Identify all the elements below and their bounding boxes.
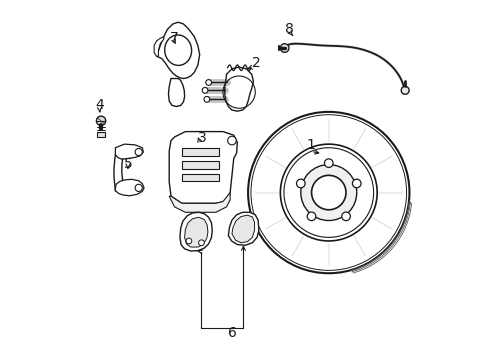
Circle shape bbox=[296, 179, 305, 188]
Circle shape bbox=[341, 212, 349, 221]
Circle shape bbox=[280, 44, 288, 52]
Circle shape bbox=[311, 175, 346, 210]
Circle shape bbox=[400, 86, 408, 94]
Polygon shape bbox=[115, 144, 143, 159]
Text: 6: 6 bbox=[227, 327, 236, 341]
Polygon shape bbox=[169, 193, 230, 212]
Polygon shape bbox=[228, 212, 258, 245]
Circle shape bbox=[135, 184, 142, 192]
Polygon shape bbox=[224, 67, 253, 111]
Polygon shape bbox=[231, 215, 254, 243]
Circle shape bbox=[198, 240, 204, 246]
Polygon shape bbox=[97, 132, 105, 137]
Polygon shape bbox=[115, 179, 144, 196]
Polygon shape bbox=[182, 148, 219, 156]
Polygon shape bbox=[182, 174, 219, 181]
Text: 8: 8 bbox=[285, 22, 293, 36]
Circle shape bbox=[227, 136, 236, 145]
Circle shape bbox=[202, 87, 207, 93]
Text: 1: 1 bbox=[306, 138, 315, 152]
Circle shape bbox=[300, 165, 356, 221]
Circle shape bbox=[352, 179, 360, 188]
Circle shape bbox=[96, 116, 105, 126]
Polygon shape bbox=[169, 132, 237, 203]
Text: 2: 2 bbox=[251, 56, 260, 70]
Text: 3: 3 bbox=[198, 131, 206, 145]
Text: 7: 7 bbox=[169, 31, 178, 45]
Text: 5: 5 bbox=[123, 157, 132, 171]
Polygon shape bbox=[154, 37, 163, 56]
Polygon shape bbox=[184, 217, 207, 247]
Polygon shape bbox=[180, 212, 212, 251]
Circle shape bbox=[324, 159, 332, 167]
Circle shape bbox=[205, 80, 211, 85]
Polygon shape bbox=[182, 161, 219, 168]
Circle shape bbox=[247, 112, 408, 273]
Circle shape bbox=[185, 238, 191, 244]
Circle shape bbox=[135, 148, 142, 156]
Polygon shape bbox=[156, 22, 199, 78]
Circle shape bbox=[306, 212, 315, 221]
Circle shape bbox=[203, 96, 209, 102]
Text: 4: 4 bbox=[95, 98, 103, 112]
Polygon shape bbox=[168, 78, 184, 107]
Ellipse shape bbox=[164, 35, 191, 66]
